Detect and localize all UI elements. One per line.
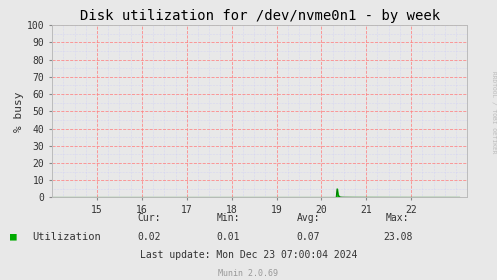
Text: RRDTOOL / TOBI OETIKER: RRDTOOL / TOBI OETIKER xyxy=(491,71,496,153)
Text: 0.01: 0.01 xyxy=(217,232,241,242)
Text: 0.07: 0.07 xyxy=(296,232,320,242)
Text: Utilization: Utilization xyxy=(32,232,101,242)
Text: Last update: Mon Dec 23 07:00:04 2024: Last update: Mon Dec 23 07:00:04 2024 xyxy=(140,250,357,260)
Text: 0.02: 0.02 xyxy=(137,232,161,242)
Y-axis label: % busy: % busy xyxy=(14,91,24,132)
Text: 23.08: 23.08 xyxy=(383,232,413,242)
Text: Min:: Min: xyxy=(217,213,241,223)
Title: Disk utilization for /dev/nvme0n1 - by week: Disk utilization for /dev/nvme0n1 - by w… xyxy=(80,9,440,23)
Text: Cur:: Cur: xyxy=(137,213,161,223)
Text: Max:: Max: xyxy=(386,213,410,223)
Text: Avg:: Avg: xyxy=(296,213,320,223)
Text: Munin 2.0.69: Munin 2.0.69 xyxy=(219,269,278,277)
Text: ■: ■ xyxy=(10,232,17,242)
